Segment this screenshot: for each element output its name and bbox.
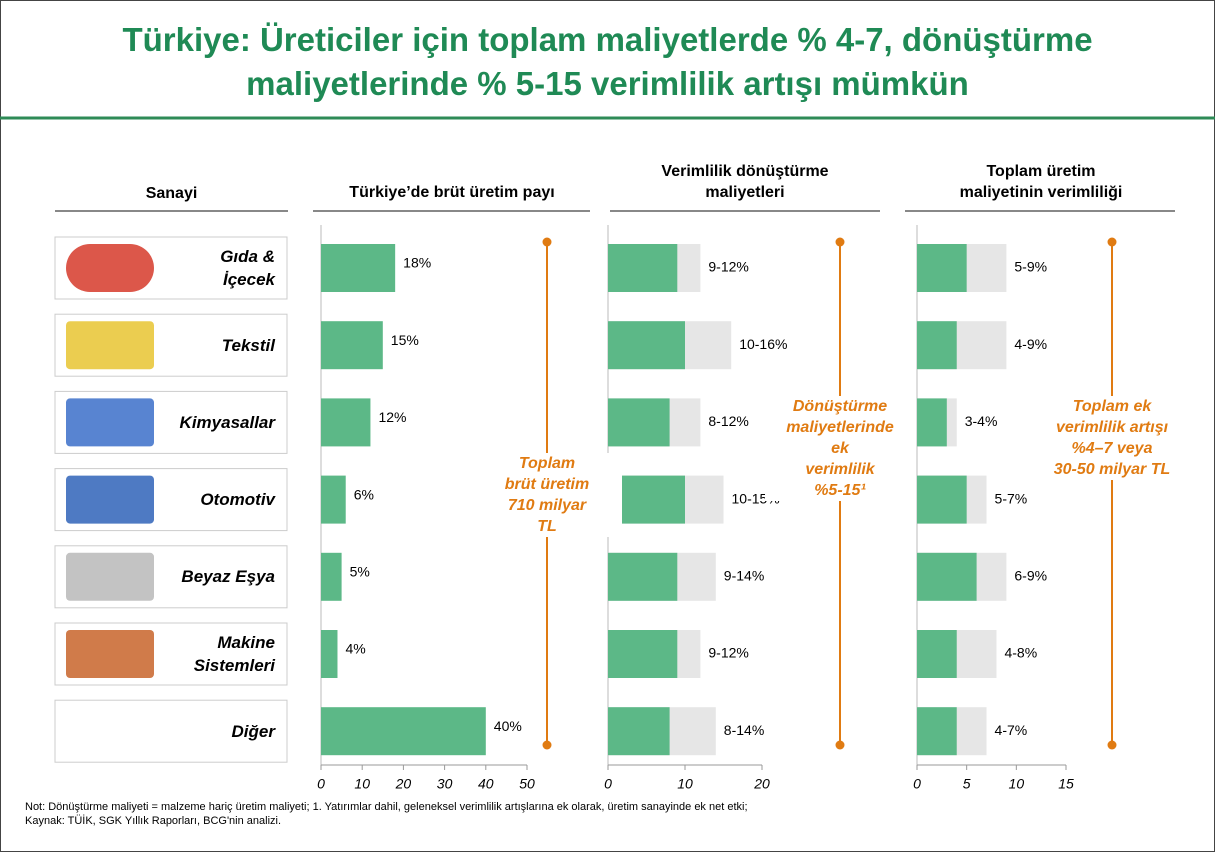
bar — [608, 553, 677, 601]
note: Kaynak: TÜİK, SGK Yıllık Raporları, BCG'… — [25, 815, 281, 827]
value-label: 9-12% — [708, 259, 748, 275]
category-label: Makine Sistemleri — [145, 631, 275, 677]
bar — [608, 630, 677, 678]
category-header: Sanayi — [55, 183, 288, 204]
bar — [321, 476, 346, 524]
value-label: 4-9% — [1014, 336, 1047, 352]
value-label: 4% — [345, 641, 365, 657]
value-label: 4-8% — [1004, 645, 1037, 661]
category-icon — [66, 398, 154, 446]
bar — [608, 398, 670, 446]
x-tick-label: 40 — [478, 776, 494, 792]
bar — [608, 321, 685, 369]
bracket-end — [543, 238, 552, 247]
bracket-end — [1108, 741, 1117, 750]
x-tick-label: 0 — [317, 776, 325, 792]
bar — [321, 398, 370, 446]
value-label: 8-12% — [708, 413, 748, 429]
value-label: 8-14% — [724, 722, 764, 738]
value-label: 4-7% — [995, 722, 1028, 738]
value-label: 12% — [378, 409, 406, 425]
bar — [917, 398, 947, 446]
value-label: 15% — [391, 332, 419, 348]
bar — [321, 244, 395, 292]
x-tick-label: 5 — [963, 776, 971, 792]
annotation: Toplam brüt üretim 710 milyar TL — [472, 453, 622, 537]
value-label: 10-16% — [739, 336, 787, 352]
category-label: Beyaz Eşya — [145, 565, 275, 588]
bar — [917, 321, 957, 369]
category-label: Tekstil — [145, 334, 275, 357]
category-icon — [66, 244, 154, 292]
bar — [321, 553, 342, 601]
bar — [917, 553, 977, 601]
chart-header: Verimlilik dönüştürme maliyetleri — [585, 161, 905, 203]
x-tick-label: 20 — [753, 776, 770, 792]
bracket-end — [1108, 238, 1117, 247]
x-tick-label: 10 — [1009, 776, 1025, 792]
chart-header: Toplam üretim maliyetinin verimliliği — [881, 161, 1201, 203]
value-label: 5-7% — [995, 490, 1028, 506]
annotation: Toplam ek verimlilik artışı %4–7 veya 30… — [1037, 396, 1187, 480]
value-label: 6% — [354, 486, 374, 502]
x-tick-label: 20 — [395, 776, 412, 792]
value-label: 5-9% — [1014, 259, 1047, 275]
bar — [321, 707, 486, 755]
bar — [608, 707, 670, 755]
value-label: 5% — [350, 564, 370, 580]
bar — [321, 321, 383, 369]
bracket-end — [543, 741, 552, 750]
chart-header: Türkiye’de brüt üretim payı — [292, 182, 612, 203]
category-label: Otomotiv — [145, 488, 275, 511]
value-label: 18% — [403, 255, 431, 271]
x-tick-label: 50 — [519, 776, 535, 792]
slide-title: Türkiye: Üreticiler için toplam maliyetl… — [20, 18, 1195, 106]
slide: 0102030405018%15%12%6%5%4%40%010209-12%1… — [0, 0, 1215, 852]
bracket-end — [836, 238, 845, 247]
bar — [917, 476, 967, 524]
note: Not: Dönüştürme maliyeti = malzeme hariç… — [25, 801, 748, 813]
x-tick-label: 0 — [604, 776, 612, 792]
x-tick-label: 15 — [1058, 776, 1074, 792]
annotation: Dönüştürme maliyetlerinde ek verimlilik … — [765, 396, 915, 501]
x-tick-label: 0 — [913, 776, 921, 792]
bar — [321, 630, 337, 678]
category-icon — [66, 630, 154, 678]
value-label: 6-9% — [1014, 568, 1047, 584]
category-icon — [66, 553, 154, 601]
category-icon — [66, 476, 154, 524]
value-label: 3-4% — [965, 413, 998, 429]
bracket-end — [836, 741, 845, 750]
category-label: Gıda & İçecek — [145, 245, 275, 291]
category-icon — [66, 321, 154, 369]
x-tick-label: 10 — [677, 776, 693, 792]
bar — [917, 244, 967, 292]
bar — [917, 630, 957, 678]
category-label: Diğer — [145, 720, 275, 743]
value-label: 9-14% — [724, 568, 764, 584]
x-tick-label: 10 — [354, 776, 370, 792]
value-label: 40% — [494, 718, 522, 734]
category-label: Kimyasallar — [145, 411, 275, 434]
bar — [917, 707, 957, 755]
x-tick-label: 30 — [437, 776, 453, 792]
bar — [608, 244, 677, 292]
value-label: 9-12% — [708, 645, 748, 661]
